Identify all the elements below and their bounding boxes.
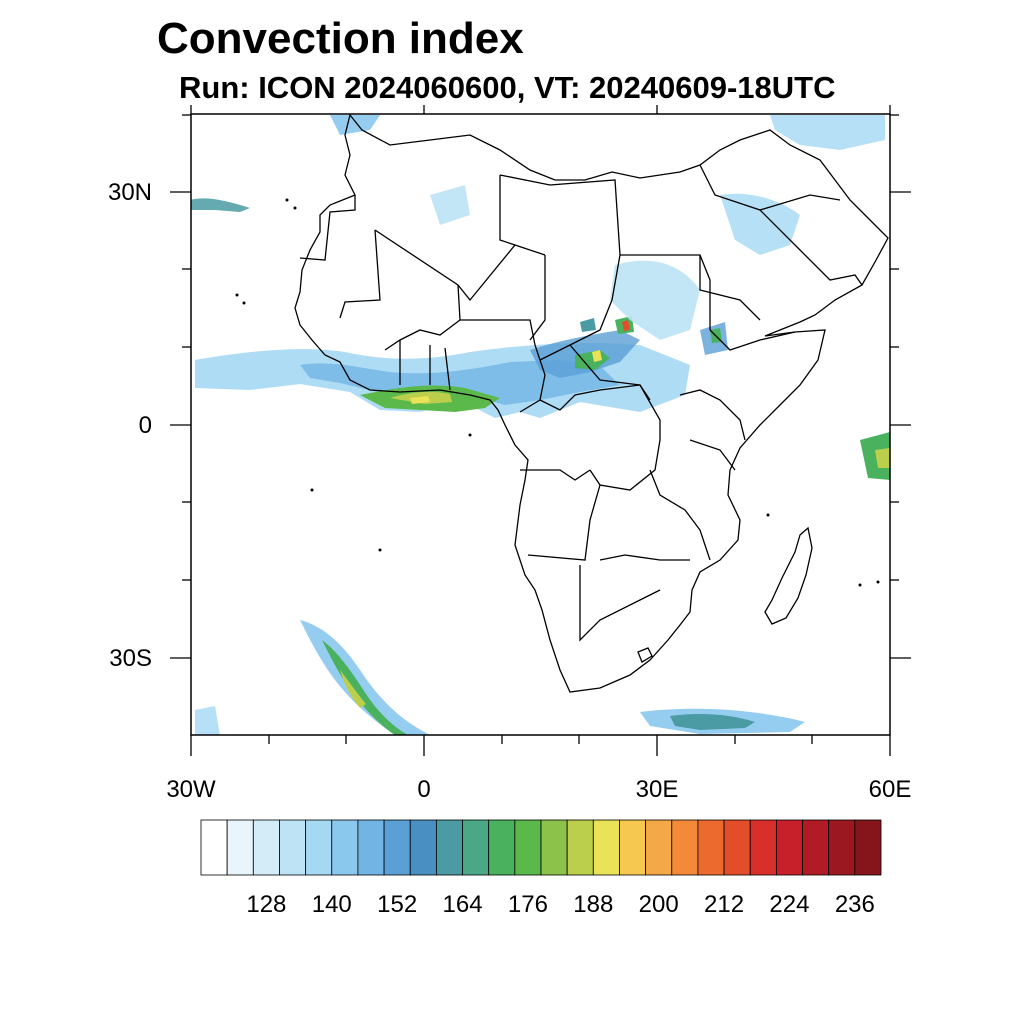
colorbar-label: 152 (377, 891, 417, 918)
y-tick-label-30s: 30S (109, 645, 152, 672)
tick-marks (170, 105, 911, 756)
colorbar-box (828, 819, 856, 876)
x-tick-label-30w: 30W (166, 776, 216, 803)
y-tick-label-30n: 30N (108, 179, 152, 206)
colorbar-box (854, 819, 882, 876)
colorbar-box (226, 819, 254, 876)
map-plot-area (191, 114, 890, 735)
colorbar-box (775, 819, 803, 876)
colorbar (200, 819, 882, 876)
colorbar-box (435, 819, 463, 876)
coastlines-and-borders (294, 114, 889, 693)
colorbar-label: 224 (769, 891, 809, 918)
colorbar-box (749, 819, 777, 876)
colorbar-box (357, 819, 385, 876)
colorbar-box (488, 819, 516, 876)
colorbar-box (540, 819, 568, 876)
colorbar-box (200, 819, 228, 876)
colorbar-labels: 128 140 152 164 176 188 200 212 224 236 (246, 891, 875, 918)
colorbar-label: 164 (443, 891, 483, 918)
colorbar-box (802, 819, 830, 876)
colorbar-box (305, 819, 333, 876)
colorbar-box (645, 819, 673, 876)
chart-title: Convection index (157, 14, 524, 63)
x-tick-label-0: 0 (417, 776, 430, 803)
colorbar-box (592, 819, 620, 876)
y-tick-label-0: 0 (139, 412, 152, 439)
colorbar-box (566, 819, 594, 876)
colorbar-box (619, 819, 647, 876)
colorbar-label: 200 (639, 891, 679, 918)
colorbar-box (383, 819, 411, 876)
colorbar-box (462, 819, 490, 876)
y-axis-labels: 30N 0 30S (108, 179, 152, 672)
colorbar-box (723, 819, 751, 876)
colorbar-box (671, 819, 699, 876)
x-axis-labels: 30W 0 30E 60E (166, 776, 911, 803)
colorbar-box (279, 819, 307, 876)
x-tick-label-60e: 60E (869, 776, 912, 803)
colorbar-box (331, 819, 359, 876)
convection-field (191, 115, 890, 735)
colorbar-label: 140 (312, 891, 352, 918)
colorbar-box (409, 819, 437, 876)
chart-subtitle: Run: ICON 2024060600, VT: 20240609-18UTC (179, 70, 836, 105)
x-tick-label-30e: 30E (636, 776, 679, 803)
colorbar-label: 236 (835, 891, 875, 918)
colorbar-box (514, 819, 542, 876)
colorbar-label: 188 (573, 891, 613, 918)
colorbar-label: 212 (704, 891, 744, 918)
island-dots (235, 198, 880, 587)
colorbar-box (697, 819, 725, 876)
colorbar-label: 128 (246, 891, 286, 918)
colorbar-box (252, 819, 280, 876)
colorbar-label: 176 (508, 891, 548, 918)
